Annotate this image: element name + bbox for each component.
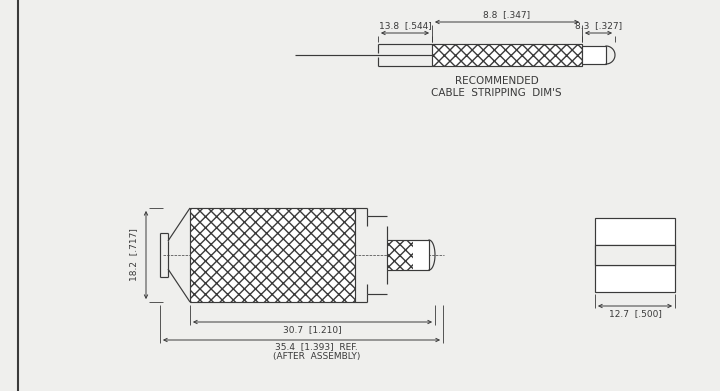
- Text: (AFTER  ASSEMBLY): (AFTER ASSEMBLY): [273, 353, 360, 362]
- Bar: [432, 44, 582, 66]
- Text: 13.8  [.544]: 13.8 [.544]: [379, 22, 431, 30]
- Bar: [387, 240, 413, 270]
- Text: 18.2  [.717]: 18.2 [.717]: [130, 229, 138, 282]
- Bar: [595, 245, 675, 265]
- Text: 35.4  [1.393]  REF.: 35.4 [1.393] REF.: [275, 343, 358, 352]
- Bar: [432, 44, 582, 66]
- Bar: [582, 46, 606, 64]
- Text: 8.8  [.347]: 8.8 [.347]: [483, 11, 531, 20]
- Bar: [190, 208, 355, 302]
- Bar: [387, 240, 429, 270]
- Bar: [595, 218, 675, 292]
- Text: 8.3  [.327]: 8.3 [.327]: [575, 22, 622, 30]
- Text: 30.7  [1.210]: 30.7 [1.210]: [283, 325, 342, 334]
- Text: CABLE  STRIPPING  DIM'S: CABLE STRIPPING DIM'S: [431, 88, 562, 98]
- Text: 12.7  [.500]: 12.7 [.500]: [608, 310, 662, 319]
- Text: RECOMMENDED: RECOMMENDED: [454, 76, 539, 86]
- Bar: [190, 208, 355, 302]
